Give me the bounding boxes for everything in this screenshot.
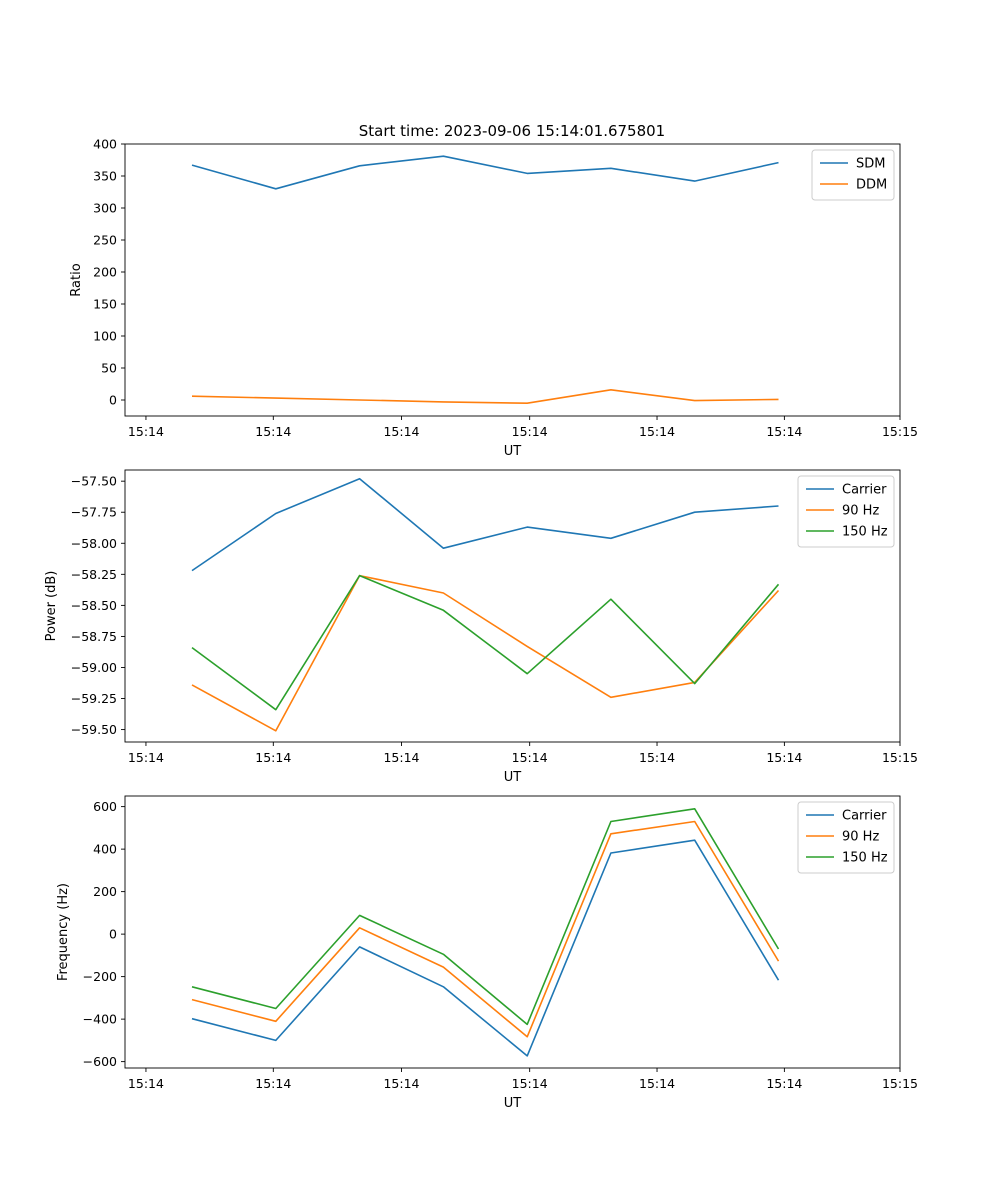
x-tick-label: 15:14 bbox=[639, 750, 675, 765]
y-tick-label: −57.75 bbox=[71, 505, 117, 520]
x-tick-label: 15:14 bbox=[255, 424, 291, 439]
legend: Carrier 90 Hz 150 Hz bbox=[797, 475, 895, 548]
y-tick-label: −58.50 bbox=[71, 598, 117, 613]
y-tick-label: −400 bbox=[83, 1012, 117, 1027]
x-axis-label: UT bbox=[504, 444, 522, 459]
y-tick-label: 600 bbox=[93, 799, 117, 814]
x-tick-label: 15:14 bbox=[128, 1076, 164, 1091]
y-tick-label: −59.00 bbox=[71, 660, 117, 675]
y-tick-label: 200 bbox=[93, 265, 117, 280]
figure-title: Start time: 2023-09-06 15:14:01.675801 bbox=[359, 122, 665, 140]
x-tick-label: 15:14 bbox=[128, 750, 164, 765]
x-tick-label: 15:14 bbox=[512, 750, 548, 765]
x-tick-label: 15:14 bbox=[766, 424, 802, 439]
y-tick-label: 300 bbox=[93, 201, 117, 216]
y-tick-label: −58.75 bbox=[71, 629, 117, 644]
y-tick-label: 350 bbox=[93, 169, 117, 184]
x-tick-label: 15:14 bbox=[766, 1076, 802, 1091]
y-tick-label: 100 bbox=[93, 329, 117, 344]
x-tick-label: 15:14 bbox=[383, 424, 419, 439]
legend-entry-label: DDM bbox=[856, 178, 887, 193]
series-line-90-hz bbox=[191, 820, 780, 1038]
legend-entry-label: 90 Hz bbox=[842, 830, 879, 845]
x-tick-label: 15:14 bbox=[639, 1076, 675, 1091]
series-line-90-hz bbox=[191, 574, 780, 732]
y-tick-label: −58.00 bbox=[71, 536, 117, 551]
x-tick-label: 15:15 bbox=[882, 750, 918, 765]
chart-panel-1: 15:14 15:14 15:14 15:14 15:14 15:14 15:15 0 50 10… bbox=[69, 137, 918, 460]
y-tick-label: 0 bbox=[109, 927, 117, 942]
x-axis-label: UT bbox=[504, 770, 522, 785]
y-tick-label: 0 bbox=[109, 393, 117, 408]
legend-box bbox=[797, 801, 895, 874]
x-tick-label: 15:14 bbox=[512, 1076, 548, 1091]
series-line-carrier bbox=[191, 839, 780, 1057]
plot-area-frame bbox=[124, 795, 901, 1069]
legend-box bbox=[797, 475, 895, 548]
series-line-sdm bbox=[191, 155, 779, 190]
y-axis-label: Power (dB) bbox=[44, 571, 59, 642]
y-tick-label: 250 bbox=[93, 233, 117, 248]
y-axis-label: Frequency (Hz) bbox=[56, 883, 71, 981]
y-tick-label: 150 bbox=[93, 297, 117, 312]
series-line-150-hz bbox=[191, 574, 780, 711]
x-tick-label: 15:14 bbox=[512, 424, 548, 439]
legend-entry-label: Carrier bbox=[842, 809, 887, 824]
plot-area-frame bbox=[124, 469, 901, 743]
series-line-150-hz bbox=[191, 807, 780, 1026]
y-tick-label: −600 bbox=[83, 1054, 117, 1069]
x-tick-label: 15:14 bbox=[639, 424, 675, 439]
legend-entry-label: 150 Hz bbox=[842, 525, 888, 540]
y-tick-label: −59.25 bbox=[71, 691, 117, 706]
chart-panel-3: 15:14 15:14 15:14 15:14 15:14 15:14 15:15 −600 −… bbox=[56, 795, 918, 1111]
y-tick-label: 400 bbox=[93, 137, 117, 152]
x-tick-label: 15:15 bbox=[882, 424, 918, 439]
legend: SDM DDM bbox=[811, 149, 895, 201]
x-tick-label: 15:15 bbox=[882, 1076, 918, 1091]
x-axis-label: UT bbox=[504, 1096, 522, 1111]
y-tick-label: −57.50 bbox=[71, 474, 117, 489]
plot-area-frame bbox=[124, 143, 901, 417]
legend: Carrier 90 Hz 150 Hz bbox=[797, 801, 895, 874]
x-tick-label: 15:14 bbox=[255, 1076, 291, 1091]
legend-entry-label: Carrier bbox=[842, 483, 887, 498]
x-tick-label: 15:14 bbox=[766, 750, 802, 765]
legend-entry-label: 150 Hz bbox=[842, 851, 888, 866]
y-tick-label: 200 bbox=[93, 884, 117, 899]
y-tick-label: 50 bbox=[101, 361, 117, 376]
y-tick-label: −200 bbox=[83, 969, 117, 984]
x-tick-label: 15:14 bbox=[255, 750, 291, 765]
series-line-ddm bbox=[191, 388, 779, 405]
x-tick-label: 15:14 bbox=[383, 1076, 419, 1091]
series-line-carrier bbox=[191, 477, 779, 572]
y-tick-label: −58.25 bbox=[71, 567, 117, 582]
y-tick-label: −59.50 bbox=[71, 722, 117, 737]
x-tick-label: 15:14 bbox=[383, 750, 419, 765]
legend-entry-label: 90 Hz bbox=[842, 504, 879, 519]
x-tick-label: 15:14 bbox=[128, 424, 164, 439]
y-tick-label: 400 bbox=[93, 842, 117, 857]
legend-entry-label: SDM bbox=[856, 157, 885, 172]
y-axis-label: Ratio bbox=[69, 263, 84, 296]
chart-panel-2: 15:14 15:14 15:14 15:14 15:14 15:14 15:15 −59.5… bbox=[44, 469, 918, 785]
